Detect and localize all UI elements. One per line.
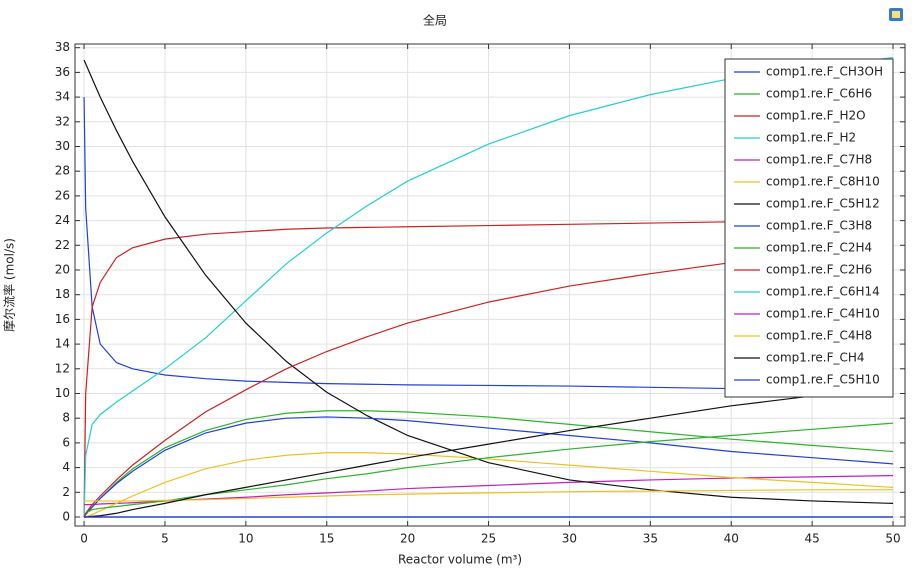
legend-label: comp1.re.F_C3H8 xyxy=(766,219,872,233)
series-line xyxy=(83,248,894,518)
legend-label: comp1.re.F_CH4 xyxy=(766,351,865,365)
y-tick-label: 12 xyxy=(55,361,70,375)
y-tick-label: 26 xyxy=(55,188,70,202)
series-line xyxy=(84,489,894,502)
y-tick-label: 28 xyxy=(55,164,70,178)
series-line xyxy=(83,220,894,517)
x-tick-label: 0 xyxy=(80,532,88,546)
y-tick-label: 18 xyxy=(55,287,70,301)
legend-label: comp1.re.F_C2H4 xyxy=(766,241,872,255)
y-tick-label: 4 xyxy=(62,460,70,474)
legend-label: comp1.re.F_C7H8 xyxy=(766,153,872,167)
y-tick-label: 6 xyxy=(62,435,70,449)
legend-label: comp1.re.F_H2 xyxy=(766,131,856,145)
legend-label: comp1.re.F_C5H10 xyxy=(766,373,880,387)
x-tick-label: 10 xyxy=(238,532,253,546)
legend-label: comp1.re.F_C4H8 xyxy=(766,329,872,343)
series-line xyxy=(83,416,894,518)
x-axis-label: Reactor volume (m³) xyxy=(398,553,522,567)
y-tick-label: 36 xyxy=(55,65,70,79)
toolbar-icon[interactable] xyxy=(889,8,903,21)
series-line xyxy=(83,56,894,517)
legend-label: comp1.re.F_H2O xyxy=(766,109,866,123)
y-tick-label: 2 xyxy=(62,485,70,499)
legend-label: comp1.re.F_CH3OH xyxy=(766,65,883,79)
x-tick-label: 35 xyxy=(643,532,658,546)
y-tick-label: 34 xyxy=(55,90,70,104)
x-tick-label: 45 xyxy=(804,532,819,546)
y-tick-label: 38 xyxy=(55,40,70,54)
x-tick-label: 15 xyxy=(319,532,334,546)
y-axis-label: 摩尔流率 (mol/s) xyxy=(2,238,17,332)
legend-label: comp1.re.F_C6H14 xyxy=(766,285,880,299)
series-line xyxy=(84,452,894,518)
legend-label: comp1.re.F_C2H6 xyxy=(766,263,872,277)
legend-label: comp1.re.F_C5H12 xyxy=(766,197,880,211)
legend-box xyxy=(724,58,894,398)
series-line xyxy=(83,59,894,504)
series-line xyxy=(83,97,894,391)
y-tick-label: 0 xyxy=(62,509,70,523)
y-tick-label: 14 xyxy=(55,337,70,351)
chart-title: 全局 xyxy=(423,13,447,28)
y-tick-label: 10 xyxy=(55,386,70,400)
series-line xyxy=(83,422,894,518)
y-tick-label: 24 xyxy=(55,213,70,227)
y-tick-label: 30 xyxy=(55,139,70,153)
x-tick-label: 5 xyxy=(161,532,169,546)
x-tick-label: 30 xyxy=(562,532,577,546)
y-tick-label: 20 xyxy=(55,262,70,276)
x-tick-label: 25 xyxy=(481,532,496,546)
x-tick-label: 20 xyxy=(400,532,415,546)
legend-label: comp1.re.F_C6H6 xyxy=(766,87,872,101)
x-tick-label: 50 xyxy=(885,532,900,546)
series-line xyxy=(84,475,894,506)
plot-frame xyxy=(74,43,906,527)
icon-inner xyxy=(892,11,900,18)
y-tick-label: 32 xyxy=(55,114,70,128)
legend: comp1.re.F_CH3OH comp1.re.F_C6H6 comp1.re.… xyxy=(724,58,894,398)
x-tick-label: 40 xyxy=(724,532,739,546)
y-tick-label: 16 xyxy=(55,312,70,326)
series-line xyxy=(84,385,894,518)
y-tick-label: 22 xyxy=(55,238,70,252)
legend-label: comp1.re.F_C8H10 xyxy=(766,175,880,189)
y-tick-label: 8 xyxy=(62,411,70,425)
legend-label: comp1.re.F_C4H10 xyxy=(766,307,880,321)
